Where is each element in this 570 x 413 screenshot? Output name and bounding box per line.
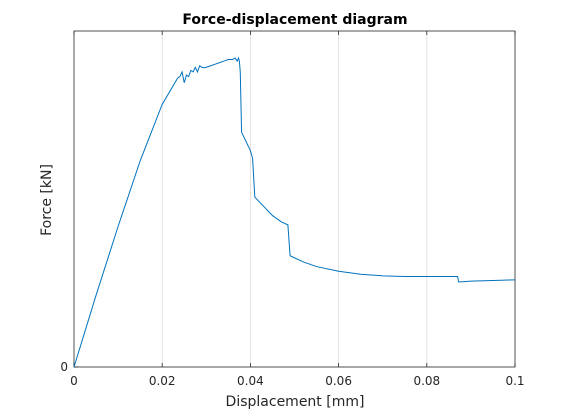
x-tick-label: 0.06 bbox=[325, 374, 352, 388]
x-tick-label: 0 bbox=[70, 374, 78, 388]
grid-layer bbox=[161, 31, 428, 367]
x-tick-label: 0.08 bbox=[413, 374, 440, 388]
plot-area-box bbox=[73, 30, 516, 368]
x-axis-label: Displacement [mm] bbox=[226, 394, 365, 410]
y-axis-label: Force [kN] bbox=[39, 164, 55, 236]
x-tick-label: 0.02 bbox=[149, 374, 176, 388]
series-line bbox=[73, 56, 516, 368]
tick-layer: 0 0.02 0.04 0.06 0.08 0.1 0 bbox=[60, 31, 525, 388]
y-tick-label: 0 bbox=[60, 360, 68, 374]
x-tick-label: 0.1 bbox=[505, 374, 524, 388]
chart-title: Force-displacement diagram bbox=[182, 12, 407, 28]
x-tick-label: 0.04 bbox=[237, 374, 264, 388]
